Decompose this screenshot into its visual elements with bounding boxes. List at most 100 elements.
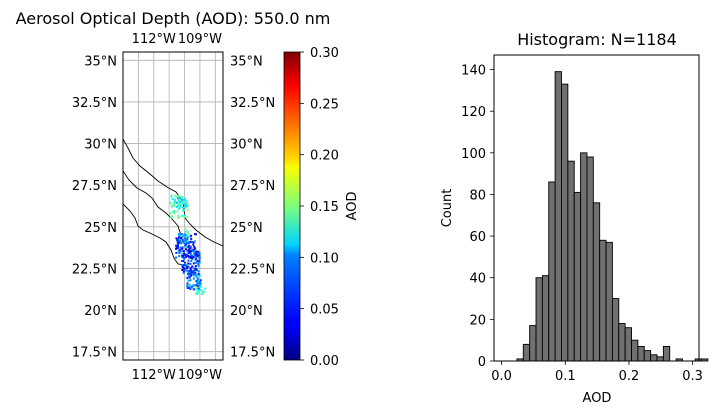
- coastline-middle: [123, 170, 185, 245]
- histogram-bar: [554, 71, 562, 362]
- aod-pixel: [177, 204, 180, 207]
- map-lon-label-bottom: 112°W: [132, 368, 176, 383]
- histogram-bar: [631, 339, 639, 362]
- aod-pixel: [178, 239, 181, 242]
- aod-pixel: [175, 245, 178, 248]
- aod-pixel: [178, 197, 181, 200]
- aod-pixel: [185, 206, 188, 209]
- aod-pixel: [179, 204, 182, 207]
- aod-pixel: [190, 241, 193, 244]
- coastline-upper: [123, 138, 223, 247]
- aod-pixel: [192, 272, 195, 275]
- aod-pixel: [175, 251, 178, 254]
- aod-pixel: [185, 245, 188, 248]
- aod-pixel: [186, 238, 189, 241]
- aod-pixel: [191, 258, 194, 261]
- map-lat-label-right: 17.5°N: [230, 346, 275, 361]
- aod-pixel: [186, 209, 189, 212]
- map-lon-label-bottom: 109°W: [178, 368, 222, 383]
- aod-pixel: [196, 285, 199, 287]
- aod-pixel: [172, 203, 175, 206]
- aod-pixel: [186, 285, 189, 288]
- aod-pixel: [186, 216, 189, 219]
- histogram-ytick-label: 140: [461, 64, 486, 79]
- aod-pixel: [188, 244, 191, 247]
- aod-pixel: [179, 250, 182, 253]
- aod-pixel: [193, 245, 196, 248]
- aod-pixel: [193, 267, 196, 270]
- histogram-ticks: 0.0 0.1 0.2 0.3 0 20 40 60 80 100 120 140: [461, 64, 703, 384]
- aod-pixel: [182, 206, 184, 209]
- aod-pixel: [194, 267, 197, 270]
- aod-pixel: [171, 215, 174, 218]
- aod-pixel: [192, 288, 195, 291]
- aod-pixel: [177, 199, 180, 202]
- aod-pixel: [175, 247, 178, 250]
- aod-pixel: [187, 265, 190, 268]
- map-lat-label-left: 32.5°N: [72, 96, 117, 111]
- histogram-bar: [586, 156, 594, 362]
- aod-pixel: [189, 251, 191, 254]
- aod-pixel: [197, 252, 200, 255]
- histogram-bar: [599, 239, 607, 362]
- aod-pixel: [186, 236, 189, 239]
- aod-pixel: [178, 215, 180, 218]
- aod-pixel: [184, 228, 187, 231]
- aod-pixel: [188, 276, 191, 279]
- aod-pixel: [181, 269, 184, 271]
- aod-pixel: [173, 201, 176, 204]
- aod-pixel: [184, 243, 187, 246]
- colorbar-label: AOD: [345, 192, 360, 221]
- aod-pixel: [189, 286, 192, 289]
- aod-pixel: [187, 248, 190, 251]
- histogram-frame: [493, 54, 700, 362]
- aod-pixel: [189, 240, 192, 243]
- map-lat-label-right: 32.5°N: [230, 96, 275, 111]
- aod-pixel: [199, 280, 201, 283]
- colorbar-tick-label: 0.30: [310, 46, 339, 61]
- histogram-bar: [573, 191, 582, 362]
- aod-pixel: [197, 277, 200, 280]
- aod-pixel: [188, 241, 191, 244]
- aod-pixel: [193, 250, 196, 253]
- map-lat-label-left: 35°N: [84, 54, 117, 69]
- aod-pixel: [198, 254, 201, 257]
- aod-pixel: [195, 292, 198, 295]
- aod-pixel: [189, 287, 192, 290]
- aod-pixel: [192, 269, 195, 272]
- aod-pixel: [185, 269, 188, 272]
- histogram-bar: [611, 298, 620, 362]
- histogram-bar: [580, 152, 588, 362]
- aod-pixel: [169, 202, 172, 205]
- aod-pixel: [194, 254, 197, 257]
- aod-pixel: [197, 273, 200, 275]
- aod-pixel: [184, 245, 187, 248]
- aod-pixel: [192, 256, 195, 259]
- aod-pixel: [179, 233, 182, 236]
- aod-pixel: [194, 233, 196, 235]
- aod-pixel: [183, 268, 186, 270]
- map-lat-label-right: 27.5°N: [230, 179, 275, 194]
- histogram-bar: [567, 160, 575, 362]
- aod-pixels: [169, 194, 207, 295]
- aod-pixel: [190, 271, 193, 274]
- aod-pixel: [194, 240, 196, 243]
- aod-pixel: [195, 286, 198, 289]
- aod-pixel: [182, 271, 185, 273]
- histogram-ytick-label: 60: [469, 230, 486, 245]
- map-lat-label-left: 25°N: [84, 221, 117, 236]
- histogram-axes: 0.0 0.1 0.2 0.3 0 20 40 60 80 100 120 140 AOD Count: [440, 54, 709, 406]
- aod-pixel: [185, 235, 188, 238]
- aod-pixel: [192, 271, 195, 274]
- aod-pixel: [180, 233, 183, 235]
- aod-pixel: [184, 233, 187, 236]
- aod-pixel: [175, 244, 177, 247]
- histogram-bars: [516, 71, 709, 362]
- aod-pixel: [183, 204, 186, 207]
- aod-pixel: [189, 255, 192, 258]
- aod-pixel: [194, 250, 197, 253]
- aod-pixel: [201, 290, 204, 293]
- aod-pixel: [190, 253, 192, 255]
- histogram-bar: [701, 358, 709, 362]
